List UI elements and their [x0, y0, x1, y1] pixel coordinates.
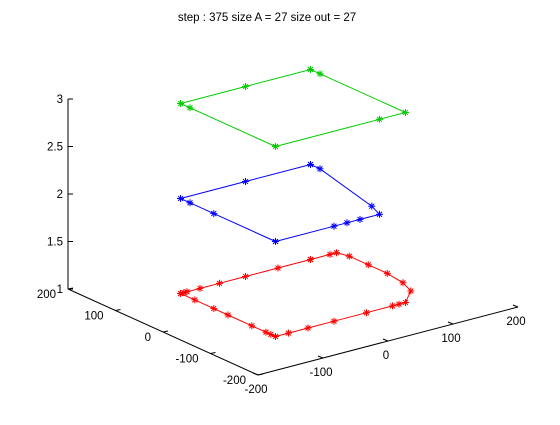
data-point: [307, 161, 314, 168]
y-tick-label: 200: [37, 289, 56, 301]
x-tick: [317, 355, 324, 359]
y-tick: [115, 309, 121, 311]
data-point: [248, 322, 256, 330]
data-point: [242, 83, 249, 90]
z-tick-label: 2.5: [47, 142, 63, 154]
data-point: [307, 256, 314, 263]
data-point: [242, 178, 249, 185]
z-tick-label: 1.5: [47, 237, 63, 249]
data-point: [180, 289, 188, 297]
data-point: [343, 219, 351, 227]
data-point: [399, 279, 407, 287]
data-point: [186, 104, 194, 112]
data-point: [330, 222, 338, 230]
series-1: [177, 161, 383, 245]
x-tick-label: -200: [244, 384, 267, 396]
y-tick: [257, 373, 264, 376]
data-point: [224, 311, 232, 319]
data-point: [407, 287, 415, 295]
x-tick-label: -100: [309, 367, 332, 379]
data-point: [402, 299, 409, 306]
x-tick: [447, 321, 454, 325]
x-tick-label: 0: [383, 350, 389, 362]
y-tick-label: 0: [145, 332, 151, 344]
data-point: [316, 70, 324, 78]
x-tick-label: 100: [441, 333, 460, 345]
series-line: [179, 163, 381, 242]
data-point: [216, 279, 223, 287]
data-point: [274, 264, 282, 272]
y-tick: [162, 330, 169, 333]
data-point: [177, 100, 184, 107]
series-2: [177, 66, 409, 150]
data-point: [191, 296, 199, 304]
series-line: [179, 68, 407, 147]
data-point: [356, 215, 364, 223]
data-point: [186, 199, 194, 207]
data-point: [177, 195, 184, 202]
data-point: [363, 309, 370, 317]
data-point: [272, 143, 279, 150]
data-point: [383, 269, 391, 277]
data-point: [272, 238, 279, 245]
series-line: [179, 252, 412, 337]
series-0: [177, 249, 415, 340]
x-tick: [512, 304, 519, 308]
data-point: [196, 284, 204, 292]
data-point: [272, 333, 279, 340]
x-tick: [382, 338, 389, 342]
y-tick-label: -100: [175, 354, 198, 366]
data-point: [368, 202, 376, 210]
y-tick: [210, 352, 216, 354]
z-tick-label: 1: [57, 284, 63, 296]
y-tick-label: 100: [84, 311, 103, 323]
x-tick-label: 200: [506, 316, 525, 328]
z-tick-label: 2: [57, 189, 63, 201]
data-point: [177, 290, 184, 297]
data-point: [285, 329, 292, 337]
data-point: [389, 302, 396, 310]
data-point: [307, 66, 314, 73]
data-point: [316, 165, 324, 173]
data-point: [364, 261, 372, 269]
data-point: [345, 252, 353, 260]
data-point: [210, 210, 218, 218]
z-tick-label: 3: [57, 94, 63, 106]
series-group: [177, 66, 415, 340]
data-point: [242, 273, 249, 280]
chart-title: step : 375 size A = 27 size out = 27: [178, 12, 356, 24]
y-tick-label: -200: [223, 375, 246, 387]
data-point: [395, 300, 403, 308]
data-point: [330, 317, 338, 325]
x-tick: [252, 372, 259, 376]
data-point: [376, 115, 383, 123]
data-point: [402, 109, 409, 116]
data-point: [376, 210, 383, 218]
data-point: [210, 305, 218, 313]
data-point: [326, 250, 334, 258]
data-point: [333, 249, 340, 257]
data-point: [304, 324, 312, 332]
